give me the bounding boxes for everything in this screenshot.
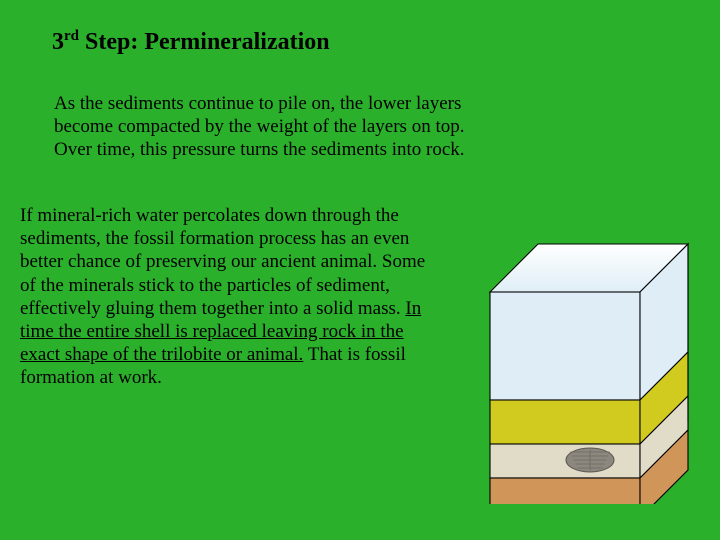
- slide-title: 3rd Step: Permineralization: [52, 28, 330, 56]
- sediment-cube-diagram: [460, 232, 696, 504]
- paragraph-1: As the sediments continue to pile on, th…: [54, 92, 484, 162]
- step-number: 3: [52, 29, 64, 55]
- cube-svg: [460, 232, 696, 504]
- title-text: Step: Permineralization: [79, 29, 330, 55]
- step-suffix: rd: [64, 28, 79, 44]
- paragraph-2: If mineral-rich water percolates down th…: [20, 204, 440, 389]
- paragraph-2-before: If mineral-rich water percolates down th…: [20, 205, 425, 319]
- paragraph-1-text: As the sediments continue to pile on, th…: [54, 93, 465, 160]
